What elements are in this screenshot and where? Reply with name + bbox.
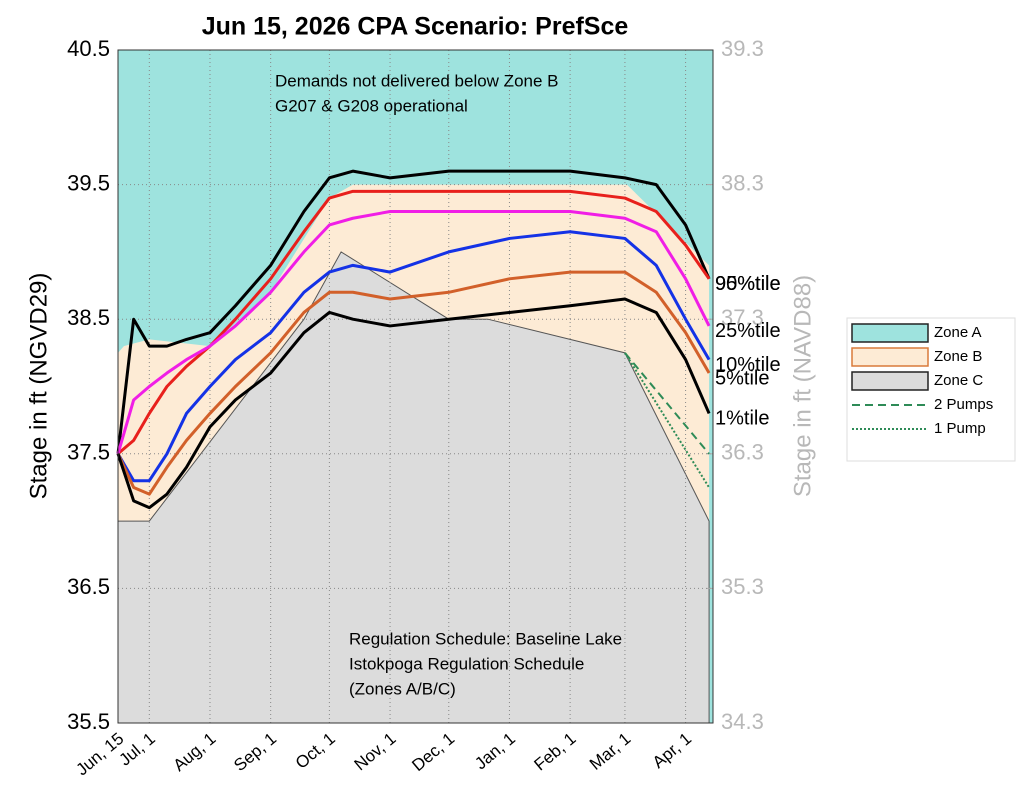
x-tick-label: Aug, 1 [170,729,220,775]
legend-label: Zone C [934,372,983,389]
y2-tick-label: 34.3 [721,709,764,734]
y2-tick-label: 37.3 [721,305,764,330]
series-line [117,189,711,455]
series-end-label: 25%tile [715,320,781,342]
series-line [116,270,711,496]
series-end-label: 1%tile [715,408,769,430]
series-line [116,230,711,483]
annotation: G207 & G208 operational [275,96,468,115]
y-tick-label: 39.5 [67,170,110,195]
series-end-label: 5%tile [715,367,769,389]
legend-swatch [851,347,929,367]
x-tick-label: Feb, 1 [530,729,579,775]
x-tick-label: Nov, 1 [351,729,400,774]
x-tick-label: Dec, 1 [408,729,458,775]
legend-label: Zone B [934,348,982,365]
y2-tick-label: 39.3 [721,36,764,61]
series-line [116,210,711,455]
x-tick-label: Jan, 1 [471,729,519,773]
series-end-label: 10%tile [715,354,781,376]
pump-line [624,352,710,488]
annotation: Istokpoga Regulation Schedule [349,654,584,673]
x-tick-label: Sep, 1 [230,729,280,775]
annotation: Demands not delivered below Zone B [275,71,559,90]
series-line [116,297,711,510]
y-axis-label: Stage in ft (NGVD29) [25,273,52,500]
x-tick-label: Apr, 1 [649,729,695,772]
x-tick-label: Mar, 1 [586,729,634,774]
series-end-label: 90%tile [715,273,781,295]
series-end-label: 95%tile [715,273,781,295]
x-tick-label: Oct, 1 [292,729,339,773]
annotation: (Zones A/B/C) [349,679,456,698]
legend-swatch [851,371,929,391]
y-tick-label: 38.5 [67,305,110,330]
y2-tick-label: 35.3 [721,574,764,599]
pump-line [624,352,710,455]
legend-label: Zone A [934,324,982,341]
plot-frame [117,49,714,724]
series-line [116,169,711,454]
chart-title: Jun 15, 2026 CPA Scenario: PrefSce [202,13,629,41]
y-tick-label: 35.5 [67,709,110,734]
legend-label: 1 Pump [934,420,986,437]
legend: Zone A Zone B Zone C 2 Pumps 1 Pump [846,317,1016,462]
x-tick-label: Jul, 1 [115,729,158,770]
y2-axis-label: Stage in ft (NAVD88) [789,275,816,497]
y2-tick-label: 38.3 [721,170,764,195]
y-tick-label: 36.5 [67,574,110,599]
y-tick-label: 40.5 [67,36,110,61]
legend-swatch [851,323,929,343]
legend-label: 2 Pumps [934,396,993,413]
annotation: Regulation Schedule: Baseline Lake [349,629,622,648]
y2-tick-label: 36.3 [721,440,764,465]
y-tick-label: 37.5 [67,440,110,465]
